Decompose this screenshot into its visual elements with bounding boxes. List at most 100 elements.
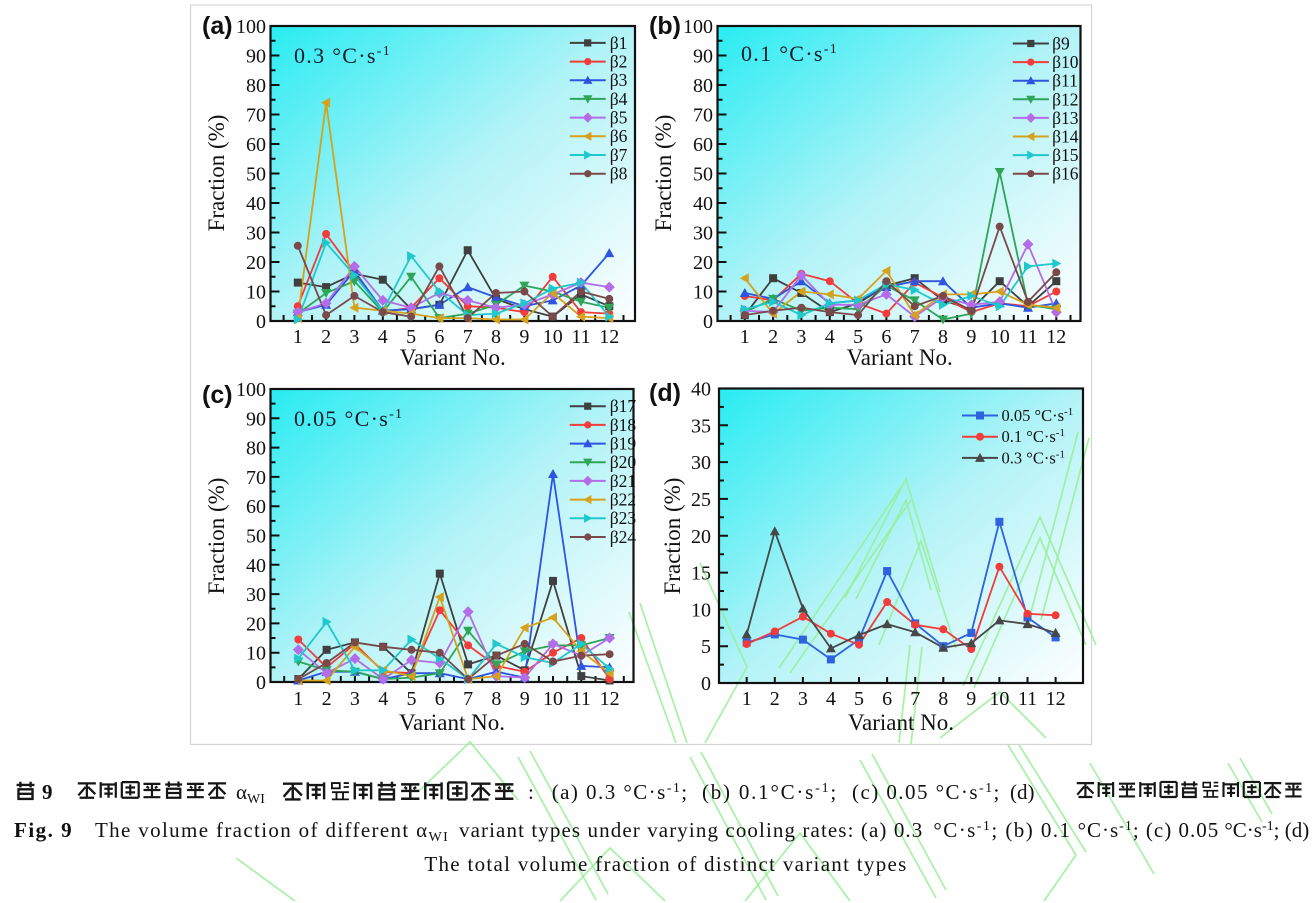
svg-text:8: 8	[491, 326, 501, 348]
svg-text:3: 3	[349, 326, 359, 348]
svg-text:4: 4	[378, 326, 388, 348]
svg-text:1: 1	[293, 326, 303, 348]
svg-text:12: 12	[1046, 688, 1066, 710]
svg-text:variant types under varying co: variant types under varying cooling rate…	[459, 818, 923, 842]
svg-text:0: 0	[256, 311, 266, 333]
svg-text:30: 30	[246, 584, 266, 606]
svg-text:5: 5	[406, 326, 416, 348]
svg-text:4: 4	[378, 688, 388, 710]
svg-text:0.3 °C·s-1: 0.3 °C·s-1	[294, 43, 391, 68]
svg-text:The volume fraction of differe: The volume fraction of different αWI	[95, 818, 449, 845]
svg-text:8: 8	[938, 326, 948, 348]
svg-text:60: 60	[693, 134, 713, 156]
svg-text:The total volume fraction of d: The total volume fraction of distinct va…	[424, 852, 907, 876]
svg-text:30: 30	[246, 223, 266, 245]
svg-text:3: 3	[796, 326, 806, 348]
svg-text:β5: β5	[610, 108, 628, 128]
svg-text:70: 70	[246, 467, 266, 489]
svg-text:50: 50	[246, 164, 266, 186]
svg-text:60: 60	[246, 496, 266, 518]
svg-text:β8: β8	[610, 164, 628, 184]
svg-text:(b): (b)	[649, 12, 681, 40]
svg-text:β4: β4	[610, 89, 628, 109]
svg-text:100: 100	[236, 379, 266, 401]
svg-text:0: 0	[701, 673, 711, 695]
svg-text:9: 9	[42, 780, 53, 804]
svg-text:8: 8	[491, 688, 501, 710]
svg-text:β13: β13	[1052, 108, 1079, 128]
svg-text:11: 11	[572, 688, 591, 710]
svg-text:40: 40	[691, 379, 711, 401]
svg-text:3: 3	[350, 688, 360, 710]
svg-text:5: 5	[407, 688, 417, 710]
svg-text:β12: β12	[1052, 89, 1078, 109]
svg-text:β7: β7	[610, 145, 628, 165]
svg-text:20: 20	[246, 613, 266, 635]
svg-text:100: 100	[683, 16, 713, 38]
svg-text:70: 70	[693, 105, 713, 127]
svg-text:40: 40	[246, 193, 266, 215]
svg-text:0.05 °C·s-1: 0.05 °C·s-1	[294, 406, 403, 431]
svg-text:5: 5	[701, 636, 711, 658]
svg-text:60: 60	[246, 134, 266, 156]
svg-text:35: 35	[691, 415, 711, 437]
svg-text:β11: β11	[1052, 71, 1078, 91]
svg-text::: :	[528, 780, 534, 804]
svg-text:β15: β15	[1052, 145, 1079, 165]
svg-text:10: 10	[246, 643, 266, 665]
svg-text:90: 90	[693, 46, 713, 68]
svg-text:10: 10	[246, 282, 266, 304]
svg-text:6: 6	[881, 326, 891, 348]
svg-text:50: 50	[246, 526, 266, 548]
svg-text:0.05 °C·s-1: 0.05 °C·s-1	[1002, 406, 1074, 425]
svg-text:°C·s-1; (c) 0.05: °C·s-1; (c) 0.05	[1078, 818, 1220, 842]
svg-text:β1: β1	[610, 33, 628, 53]
svg-text:Variant No.: Variant No.	[848, 710, 954, 735]
svg-text:12: 12	[600, 688, 620, 710]
svg-text:Variant No.: Variant No.	[399, 710, 505, 735]
svg-text:2: 2	[768, 326, 778, 348]
svg-text:9: 9	[520, 688, 530, 710]
svg-text:0: 0	[703, 311, 713, 333]
svg-text:β9: β9	[1052, 34, 1070, 54]
svg-text:β20: β20	[610, 452, 637, 472]
svg-text:0.1 °C·s-1: 0.1 °C·s-1	[1002, 427, 1065, 446]
svg-text:(c): (c)	[202, 381, 233, 409]
svg-text:Fig. 9: Fig. 9	[14, 818, 73, 842]
svg-text:Fraction (%): Fraction (%)	[204, 478, 229, 595]
svg-text:2: 2	[322, 688, 332, 710]
svg-text:30: 30	[693, 223, 713, 245]
svg-text:5: 5	[853, 326, 863, 348]
svg-text:25: 25	[691, 489, 711, 511]
svg-text:Variant No.: Variant No.	[400, 345, 506, 370]
svg-text:20: 20	[693, 252, 713, 274]
svg-text:β10: β10	[1052, 52, 1079, 72]
svg-text:20: 20	[246, 252, 266, 274]
svg-text:12: 12	[1046, 326, 1066, 348]
svg-text:4: 4	[826, 688, 836, 710]
svg-text:2: 2	[321, 326, 331, 348]
svg-text:Fraction (%): Fraction (%)	[660, 478, 685, 595]
svg-text:7: 7	[463, 688, 473, 710]
svg-text:40: 40	[693, 193, 713, 215]
svg-text:5: 5	[854, 688, 864, 710]
svg-text:12: 12	[599, 326, 619, 348]
svg-text:1: 1	[742, 688, 752, 710]
svg-text:(d): (d)	[649, 379, 681, 407]
svg-text:4: 4	[825, 326, 835, 348]
svg-text:7: 7	[910, 326, 920, 348]
svg-text:11: 11	[1018, 688, 1037, 710]
svg-text:β23: β23	[610, 508, 637, 528]
svg-text:0: 0	[256, 672, 266, 694]
svg-text:80: 80	[246, 438, 266, 460]
svg-text:(b) 0.1°C·s-1;: (b) 0.1°C·s-1;	[702, 780, 838, 804]
svg-text:1: 1	[293, 688, 303, 710]
svg-text:β19: β19	[610, 434, 637, 454]
svg-text:6: 6	[434, 326, 444, 348]
svg-text:1: 1	[740, 326, 750, 348]
svg-text:9: 9	[966, 326, 976, 348]
svg-text:11: 11	[1018, 326, 1037, 348]
svg-text:β16: β16	[1052, 164, 1079, 184]
svg-text:β2: β2	[610, 52, 628, 72]
svg-text:β6: β6	[610, 126, 628, 146]
